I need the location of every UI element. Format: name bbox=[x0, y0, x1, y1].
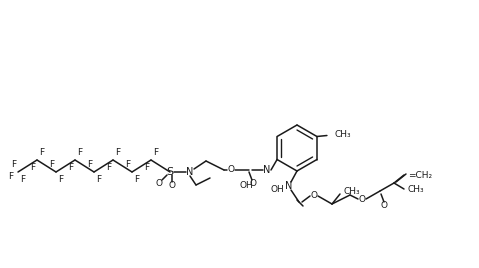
Text: F: F bbox=[20, 175, 25, 184]
Text: =CH₂: =CH₂ bbox=[408, 170, 432, 180]
Text: N: N bbox=[186, 167, 194, 177]
Text: F: F bbox=[30, 163, 35, 172]
Text: N: N bbox=[285, 181, 293, 191]
Text: O: O bbox=[169, 181, 175, 189]
Text: F: F bbox=[49, 160, 54, 169]
Text: CH₃: CH₃ bbox=[335, 130, 352, 139]
Text: F: F bbox=[87, 160, 92, 169]
Text: F: F bbox=[106, 163, 111, 172]
Text: F: F bbox=[144, 163, 149, 172]
Text: O: O bbox=[228, 166, 235, 174]
Text: O: O bbox=[250, 178, 256, 188]
Text: O: O bbox=[310, 192, 318, 200]
Text: F: F bbox=[8, 172, 13, 181]
Text: F: F bbox=[96, 175, 102, 184]
Text: F: F bbox=[77, 148, 82, 157]
Text: F: F bbox=[39, 148, 45, 157]
Text: O: O bbox=[380, 200, 388, 210]
Text: O: O bbox=[358, 195, 365, 203]
Text: CH₃: CH₃ bbox=[344, 188, 361, 196]
Text: OH: OH bbox=[239, 181, 253, 189]
Text: O: O bbox=[156, 178, 162, 188]
Text: F: F bbox=[134, 175, 139, 184]
Text: CH₃: CH₃ bbox=[408, 184, 424, 193]
Text: S: S bbox=[166, 167, 173, 177]
Text: F: F bbox=[68, 163, 73, 172]
Text: F: F bbox=[58, 175, 63, 184]
Text: OH: OH bbox=[270, 184, 284, 193]
Text: F: F bbox=[115, 148, 120, 157]
Text: F: F bbox=[125, 160, 130, 169]
Text: F: F bbox=[153, 148, 159, 157]
Text: N: N bbox=[263, 165, 271, 175]
Text: F: F bbox=[11, 160, 16, 169]
